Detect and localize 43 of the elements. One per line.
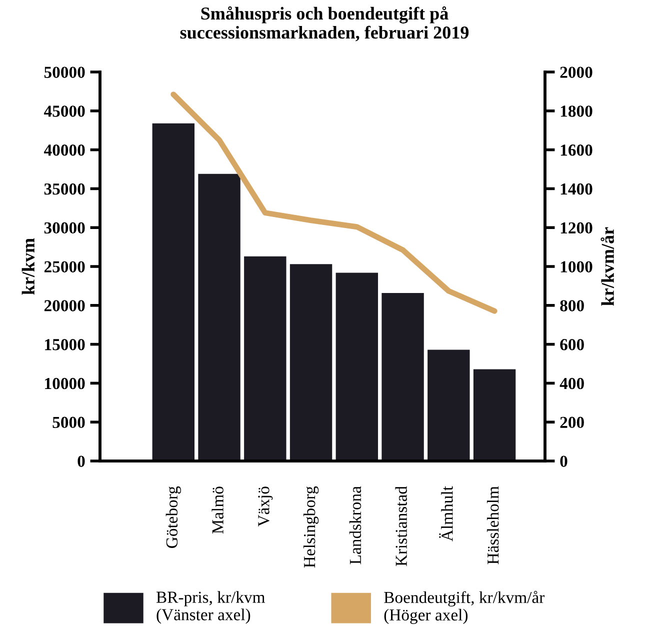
y2-tick-label: 1800 <box>560 106 592 117</box>
y2-tick-label: 0 <box>560 456 568 467</box>
y-tick-label: 50000 <box>44 66 85 78</box>
x-tick-label: Kristianstad <box>395 486 407 566</box>
y-tick-label: 0 <box>78 456 85 467</box>
x-tick-label: Hässleholm <box>486 486 499 564</box>
y2-tick-label: 1200 <box>560 222 592 234</box>
y2-tick-label: 1000 <box>560 261 592 272</box>
y-axis-title: kr/kvm <box>22 238 35 295</box>
bar <box>382 292 424 461</box>
y-tick-label: 20000 <box>44 300 85 312</box>
y-tick-label: 30000 <box>44 222 85 234</box>
y2-tick-label: 1600 <box>560 144 592 156</box>
y-tick-label: 35000 <box>44 183 85 195</box>
x-tick-label: Göteborg <box>166 486 181 548</box>
x-tick-label: Landskrona <box>349 486 362 564</box>
y2-tick-label: 800 <box>560 300 584 312</box>
y-tick-label: 15000 <box>45 339 85 350</box>
y2-tick-label: 1400 <box>560 183 592 195</box>
chart-title: Småhuspris och boendeutgift på successionsmarknaden, februari 2019 <box>180 6 469 42</box>
legend-label: BR-pris, kr/kvm (Vänster axel) <box>156 591 265 624</box>
x-tick-label: Älmhult <box>439 486 453 542</box>
bar <box>244 256 286 461</box>
legend-label: Boendeutgift, kr/kvm/år (Höger axel) <box>384 590 545 624</box>
bar <box>336 272 378 461</box>
bar <box>428 350 470 461</box>
y-tick-label: 40000 <box>44 144 85 156</box>
y2-tick-label: 600 <box>560 339 584 350</box>
y2-tick-label: 200 <box>560 416 584 428</box>
bar <box>290 264 332 461</box>
y2-tick-label: 2000 <box>560 66 592 78</box>
x-tick-label: Malmö <box>212 486 224 534</box>
y2-tick-label: 400 <box>560 378 584 390</box>
y-tick-label: 5000 <box>52 416 85 428</box>
bar <box>152 123 195 461</box>
x-tick-label: Helsingborg <box>303 486 319 568</box>
y2-axis-title: kr/kvm/år <box>600 227 614 306</box>
y-tick-label: 25000 <box>44 261 85 272</box>
y-tick-label: 45000 <box>44 106 85 117</box>
bar <box>473 369 516 461</box>
x-tick-label: Växjö <box>258 486 273 527</box>
bar <box>198 174 240 461</box>
y-tick-label: 10000 <box>45 378 85 390</box>
